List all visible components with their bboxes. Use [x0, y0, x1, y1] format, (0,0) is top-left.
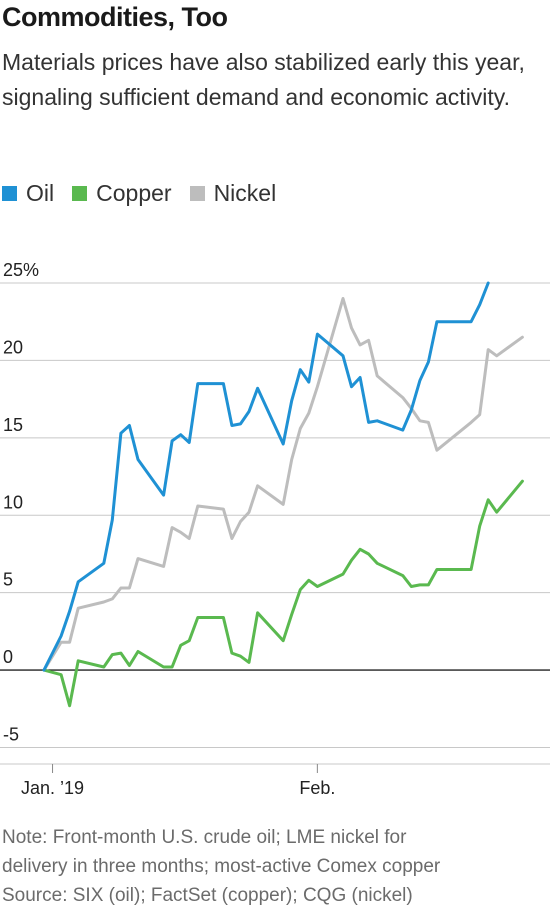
legend-item-copper: Copper [72, 179, 172, 207]
series-line-nickel [42, 297, 524, 672]
legend-label-nickel: Nickel [213, 179, 277, 206]
y-tick-label-25: 25% [3, 260, 39, 280]
source-line: Source: SIX (oil); FactSet (copper); CQG… [2, 885, 413, 906]
legend-item-oil: Oil [2, 180, 54, 207]
chart-subtitle: Materials prices have also stabilized ea… [2, 49, 525, 110]
legend-label-oil: Oil [26, 179, 55, 206]
legend-swatch-oil [2, 185, 17, 201]
line-chart: 25% 20 15 10 5 0 -5 Jan. ’19 Feb. [0, 260, 550, 798]
y-tick-label-0: 0 [3, 647, 13, 667]
x-tick-label-1: Jan. ’19 [21, 778, 84, 798]
y-tick-label-10: 10 [3, 492, 23, 512]
note-line-2: delivery in three months; most-active Co… [2, 856, 441, 877]
x-tick-label-2: Feb. [299, 778, 335, 798]
note-line-1: Note: Front-month U.S. crude oil; LME ni… [2, 827, 407, 848]
y-tick-label-20: 20 [3, 337, 23, 357]
y-tick-label-15: 15 [3, 415, 23, 435]
chart-footer: Note: Front-month U.S. crude oil; LME ni… [2, 823, 550, 910]
y-tick-label-5: 5 [3, 570, 13, 590]
chart-legend: Oil Copper Nickel [2, 178, 294, 208]
y-tick-label--5: -5 [3, 725, 19, 745]
series-line-copper [42, 479, 524, 708]
series-line-oil [42, 281, 490, 672]
chart-title: Commodities, Too [2, 2, 228, 32]
legend-swatch-nickel [189, 185, 205, 201]
legend-swatch-copper [72, 185, 88, 201]
legend-item-nickel: Nickel [189, 179, 277, 207]
legend-label-copper: Copper [96, 179, 172, 206]
